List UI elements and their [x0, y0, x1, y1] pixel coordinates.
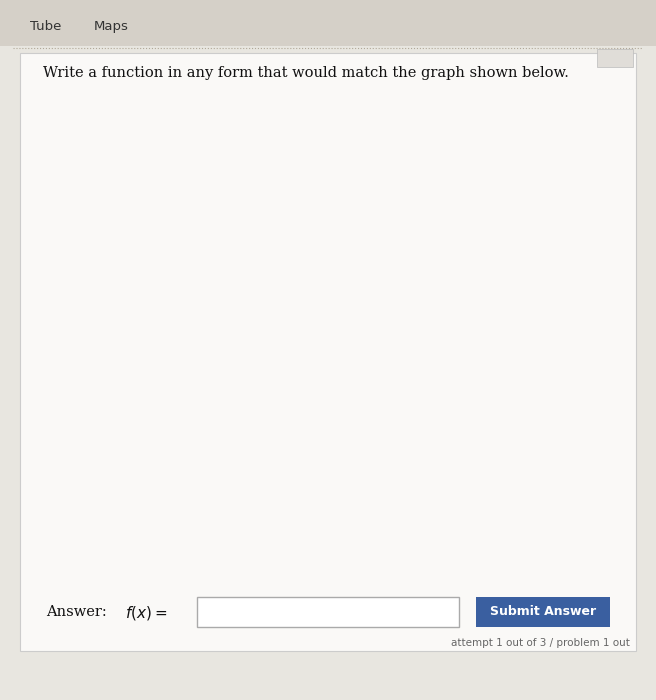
- Bar: [20, 52, 636, 651]
- Text: 30: 30: [331, 197, 344, 207]
- Bar: [597, 49, 633, 66]
- Bar: [197, 597, 459, 626]
- Bar: [476, 597, 610, 626]
- Text: -30: -30: [328, 465, 344, 475]
- Text: 2: 2: [389, 351, 396, 362]
- Text: -4: -4: [273, 351, 283, 362]
- Text: -50: -50: [328, 554, 344, 564]
- Text: Answer:: Answer:: [46, 606, 107, 620]
- Text: -40: -40: [328, 509, 344, 519]
- Text: 4: 4: [427, 351, 434, 362]
- Text: x: x: [560, 351, 568, 365]
- Text: -20: -20: [328, 420, 344, 430]
- Text: -2: -2: [311, 351, 321, 362]
- Text: 20: 20: [331, 242, 344, 252]
- Text: 6: 6: [465, 351, 472, 362]
- Text: 50: 50: [331, 108, 344, 118]
- Text: $f(x)=$: $f(x)=$: [125, 603, 167, 622]
- Text: Submit Answer: Submit Answer: [490, 606, 596, 618]
- Text: 8: 8: [504, 351, 510, 362]
- Text: -8: -8: [196, 351, 207, 362]
- Text: attempt 1 out of 3 / problem 1 out: attempt 1 out of 3 / problem 1 out: [451, 638, 630, 648]
- Text: 40: 40: [331, 153, 344, 163]
- Text: y: y: [365, 89, 373, 102]
- Text: 10: 10: [331, 286, 344, 297]
- Text: -6: -6: [235, 351, 245, 362]
- Bar: [0, 0, 656, 46]
- Text: Tube: Tube: [30, 20, 62, 33]
- Text: -10: -10: [155, 351, 172, 362]
- Text: Maps: Maps: [94, 20, 129, 33]
- Text: Write a function in any form that would match the graph shown below.: Write a function in any form that would …: [43, 66, 569, 80]
- Text: 10: 10: [539, 351, 552, 362]
- Text: -10: -10: [328, 375, 344, 386]
